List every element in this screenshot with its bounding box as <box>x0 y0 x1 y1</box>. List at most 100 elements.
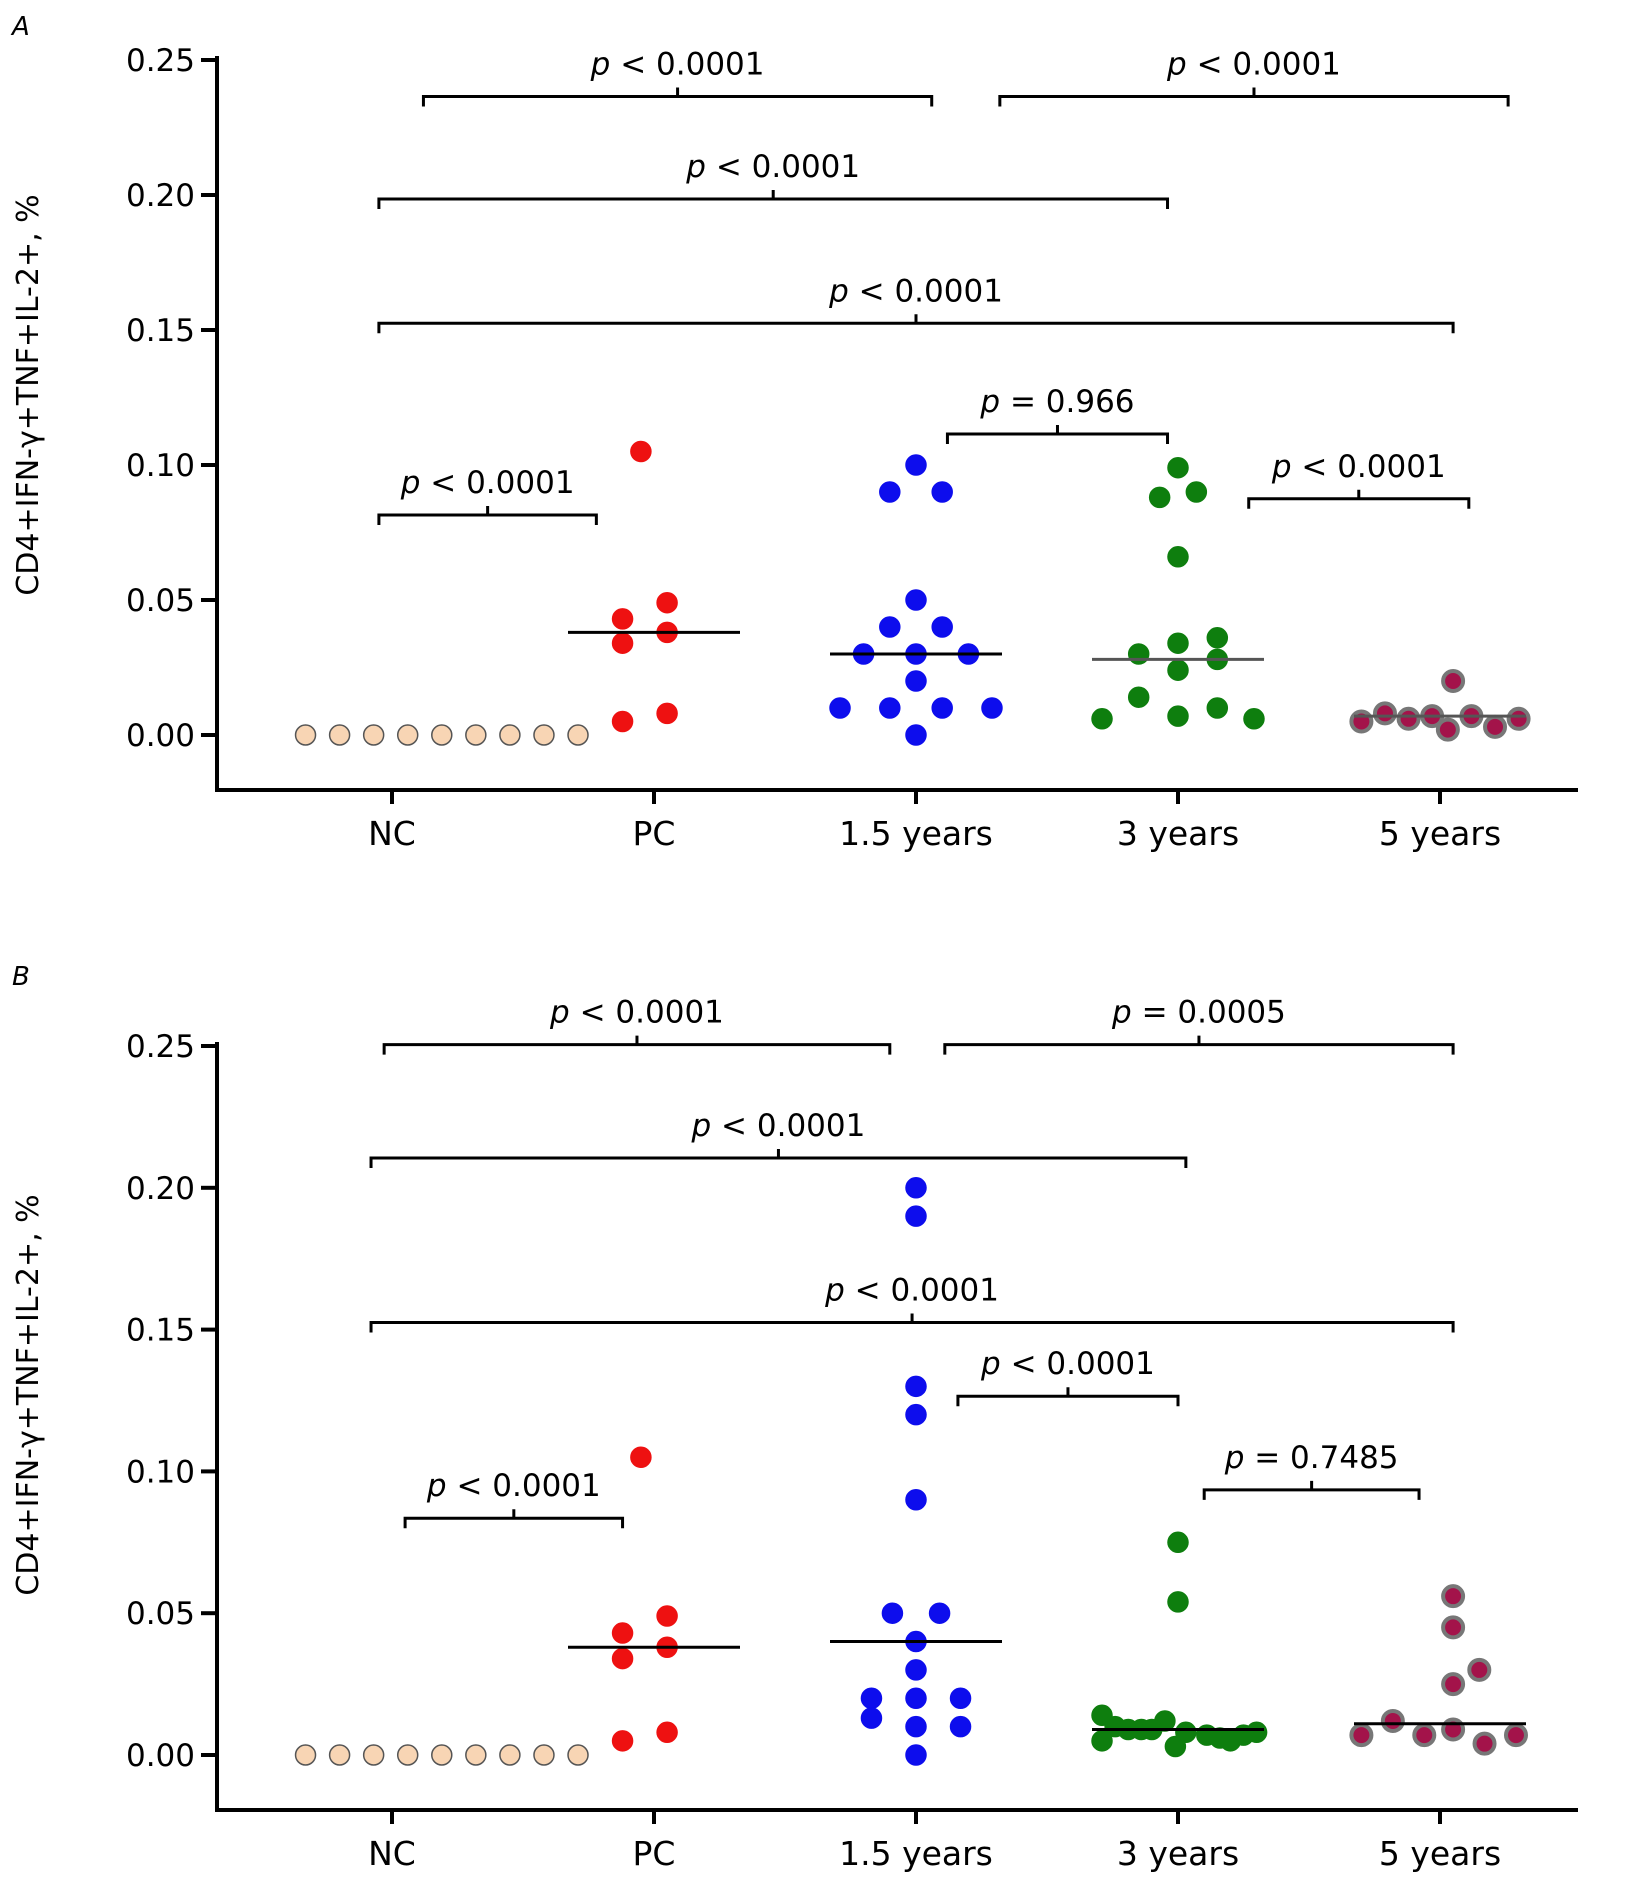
data-point <box>949 1687 972 1710</box>
series-pc <box>611 1446 678 1752</box>
bracket-line <box>377 190 1170 210</box>
panel-a: A CD4+IFN-γ+TNF+IL-2+, % 0.00 0.05 0.10 0.15 0… <box>10 12 1578 853</box>
p-value-label: p < 0.0001 <box>549 995 724 1031</box>
data-point <box>905 1489 927 1511</box>
panel-label: A <box>10 12 30 42</box>
y-tick-label: 0.10 <box>126 448 195 484</box>
y-axis-label: CD4+IFN-γ+TNF+IL-2+, % <box>11 194 46 595</box>
data-point <box>1467 1657 1492 1682</box>
data-point <box>630 1446 652 1468</box>
data-point <box>905 1687 927 1710</box>
data-point <box>928 1602 951 1624</box>
bracket-line <box>382 1035 892 1055</box>
bracket-line <box>956 1387 1180 1407</box>
data-point <box>630 440 652 463</box>
comparison-bracket: p < 0.0001 <box>377 149 1170 210</box>
data-point <box>931 697 953 719</box>
p-value-label: p < 0.0001 <box>1166 46 1341 82</box>
data-point <box>1243 708 1265 730</box>
data-point <box>362 1744 385 1766</box>
bracket-line <box>421 87 934 107</box>
p-value-label: p = 0.0005 <box>1111 995 1286 1031</box>
data-point <box>567 1744 589 1766</box>
bracket-line <box>377 505 598 525</box>
data-point <box>1091 1730 1113 1752</box>
data-point <box>931 616 953 638</box>
data-point <box>611 1622 634 1644</box>
panel-label: B <box>12 962 30 992</box>
series-pc <box>611 440 678 733</box>
y-tick-label: 0.25 <box>126 1029 195 1065</box>
data-point <box>905 454 927 476</box>
data-point <box>362 724 385 746</box>
comparison-bracket: p < 0.0001 <box>421 46 934 107</box>
data-point <box>879 697 901 719</box>
data-point <box>1206 697 1229 719</box>
data-point <box>611 1647 634 1670</box>
series-3-years <box>1091 1531 1268 1758</box>
data-point <box>1412 1723 1437 1748</box>
comparison-bracket: p = 0.966 <box>945 384 1170 444</box>
data-point <box>396 1744 419 1766</box>
data-point <box>567 724 589 746</box>
data-point <box>879 616 901 638</box>
y-tick-label: 0.15 <box>126 313 195 349</box>
data-point <box>931 481 953 503</box>
data-point <box>465 724 487 746</box>
p-value-label: p < 0.0001 <box>426 1468 601 1504</box>
y-axis-label: CD4+IFN-γ+TNF+IL-2+, % <box>11 1194 46 1595</box>
series-nc <box>294 1744 589 1766</box>
y-tick-label: 0.10 <box>126 1454 195 1490</box>
data-point <box>1441 669 1466 693</box>
data-point <box>328 724 351 746</box>
data-point <box>905 1659 927 1681</box>
comparison-bracket: p < 0.0001 <box>1247 449 1471 509</box>
data-point <box>656 1605 678 1627</box>
series-1-5-years <box>860 1177 972 1766</box>
data-point <box>905 1403 927 1426</box>
p-value-label: p < 0.0001 <box>980 1346 1155 1382</box>
data-point <box>1441 1672 1466 1697</box>
data-point <box>1167 659 1189 681</box>
data-point <box>905 670 927 692</box>
panel-b: B CD4+IFN-γ+TNF+IL-2+, % 0.00 0.05 0.10 0.15 0… <box>11 962 1578 1873</box>
data-point <box>1441 1584 1466 1609</box>
data-point <box>611 632 634 654</box>
data-point <box>829 697 851 719</box>
data-point <box>328 1744 351 1766</box>
data-point <box>905 1177 927 1199</box>
data-point <box>533 724 555 746</box>
bracket-line <box>403 1509 625 1529</box>
data-point <box>294 724 317 746</box>
data-point <box>499 1744 521 1766</box>
x-tick-label-1-5-years: 1.5 years <box>839 1834 993 1873</box>
y-tick-label: 0.05 <box>126 583 195 619</box>
data-point <box>1175 1721 1197 1744</box>
data-point <box>860 1687 883 1710</box>
data-point <box>1091 708 1113 730</box>
x-tick-label-nc: NC <box>368 1834 416 1873</box>
data-point <box>1506 706 1531 731</box>
data-point <box>949 1715 972 1738</box>
data-point <box>905 1744 927 1766</box>
data-point <box>1167 1531 1189 1554</box>
p-value-label: p = 0.7485 <box>1224 1440 1399 1476</box>
series-1-5-years <box>829 454 1003 746</box>
bracket-line <box>369 1313 1455 1333</box>
data-point <box>1167 546 1189 568</box>
comparison-bracket: p = 0.7485 <box>1202 1440 1421 1500</box>
y-tick-label: 0.25 <box>126 43 195 79</box>
series-nc <box>294 724 589 746</box>
data-point <box>905 1715 927 1738</box>
data-point <box>1349 709 1374 734</box>
bracket-line <box>998 87 1510 107</box>
series-5-years <box>1349 669 1531 742</box>
data-point <box>294 1744 317 1766</box>
data-point <box>465 1744 487 1766</box>
comparison-bracket: p < 0.0001 <box>382 995 892 1055</box>
data-point <box>431 724 453 746</box>
data-point <box>1185 481 1208 503</box>
comparison-bracket: p < 0.0001 <box>377 465 598 525</box>
data-point <box>1206 627 1229 649</box>
